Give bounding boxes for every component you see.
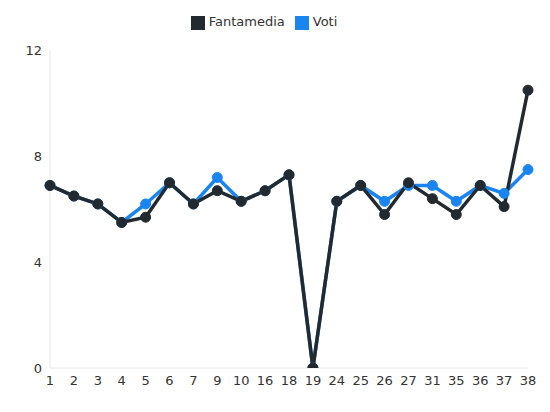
svg-text:38: 38 xyxy=(520,373,537,388)
html-text:Fantamedia: Fantamedia xyxy=(208,14,285,29)
svg-text:4: 4 xyxy=(118,373,126,388)
svg-text:1: 1 xyxy=(46,373,54,388)
svg-text:9: 9 xyxy=(213,373,221,388)
svg-text:6: 6 xyxy=(165,373,173,388)
svg-text:7: 7 xyxy=(189,373,197,388)
svg-text:10: 10 xyxy=(233,373,250,388)
svg-text:35: 35 xyxy=(448,373,465,388)
svg-text:37: 37 xyxy=(496,373,513,388)
svg-text:5: 5 xyxy=(141,373,149,388)
svg-text:26: 26 xyxy=(376,373,393,388)
html-text:Voti: Voti xyxy=(312,14,338,29)
svg-text:12: 12 xyxy=(25,43,42,58)
svg-text:36: 36 xyxy=(472,373,489,388)
svg-text:19: 19 xyxy=(305,373,322,388)
svg-text:25: 25 xyxy=(352,373,369,388)
svg-text:18: 18 xyxy=(281,373,298,388)
svg-text:27: 27 xyxy=(400,373,417,388)
svg-text:4: 4 xyxy=(34,255,42,270)
svg-text:24: 24 xyxy=(329,373,346,388)
svg-text:31: 31 xyxy=(424,373,441,388)
svg-text:16: 16 xyxy=(257,373,274,388)
svg-text:0: 0 xyxy=(34,361,42,376)
svg-text:8: 8 xyxy=(34,149,42,164)
svg-text:3: 3 xyxy=(94,373,102,388)
svg-text:2: 2 xyxy=(70,373,78,388)
